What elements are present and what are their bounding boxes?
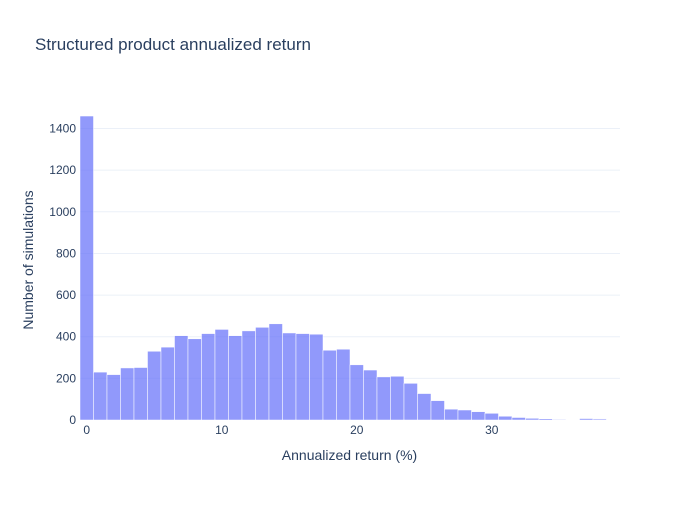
histogram-bar xyxy=(107,375,121,420)
histogram-bar xyxy=(445,409,459,420)
histogram-bar xyxy=(418,394,432,420)
y-tick-label: 400 xyxy=(56,330,76,344)
x-tick-label: 30 xyxy=(485,423,499,437)
histogram-bar xyxy=(148,351,162,420)
histogram-bar xyxy=(539,419,553,420)
histogram-bar xyxy=(269,324,283,420)
histogram-bar xyxy=(458,410,472,420)
histogram-bar xyxy=(80,116,94,420)
x-axis-ticks: 0 10 20 30 xyxy=(83,423,498,437)
y-tick-label: 1200 xyxy=(49,163,76,177)
histogram-bar xyxy=(499,416,513,420)
y-axis-label: Number of simulations xyxy=(20,190,36,329)
histogram-bar xyxy=(404,383,418,420)
histogram-bar xyxy=(472,412,486,420)
histogram-bar xyxy=(377,377,391,420)
x-tick-label: 10 xyxy=(215,423,229,437)
histogram-bar xyxy=(161,347,175,420)
histogram-bar xyxy=(391,376,405,420)
histogram-bar xyxy=(553,419,567,420)
histogram-bar xyxy=(337,349,351,420)
x-tick-label: 0 xyxy=(83,423,90,437)
histogram-bar xyxy=(242,331,256,420)
y-tick-label: 1400 xyxy=(49,122,76,136)
histogram-bar xyxy=(175,336,189,420)
histogram-bar xyxy=(526,418,540,420)
gridlines xyxy=(80,129,620,379)
histogram-bar xyxy=(94,372,108,420)
histogram-bar xyxy=(350,365,364,420)
y-tick-label: 600 xyxy=(56,288,76,302)
x-tick-label: 20 xyxy=(350,423,364,437)
histogram-bar xyxy=(229,336,243,420)
histogram-bar xyxy=(188,339,202,420)
histogram-bar xyxy=(296,334,310,420)
histogram-bar xyxy=(593,419,607,420)
histogram-bar xyxy=(215,329,229,420)
histogram-bar xyxy=(323,350,337,420)
y-tick-label: 200 xyxy=(56,371,76,385)
histogram-bar xyxy=(364,370,378,420)
y-tick-label: 0 xyxy=(69,413,76,427)
histogram-bar xyxy=(512,418,526,420)
histogram-bar xyxy=(485,413,499,420)
histogram-bar xyxy=(580,419,594,420)
x-axis-label: Annualized return (%) xyxy=(282,447,417,463)
histogram-bar xyxy=(283,333,297,420)
histogram-bar xyxy=(134,368,148,420)
histogram-bar xyxy=(256,327,270,420)
y-axis-ticks: 0 200 400 600 800 1000 1200 1400 xyxy=(49,122,76,427)
y-tick-label: 800 xyxy=(56,246,76,260)
histogram-bar xyxy=(310,334,324,420)
histogram-bar xyxy=(121,368,135,420)
histogram-bar xyxy=(202,334,216,420)
y-tick-label: 1000 xyxy=(49,205,76,219)
chart-title: Structured product annualized return xyxy=(35,35,311,54)
histogram-bar xyxy=(431,401,445,420)
histogram-bars xyxy=(80,116,620,420)
